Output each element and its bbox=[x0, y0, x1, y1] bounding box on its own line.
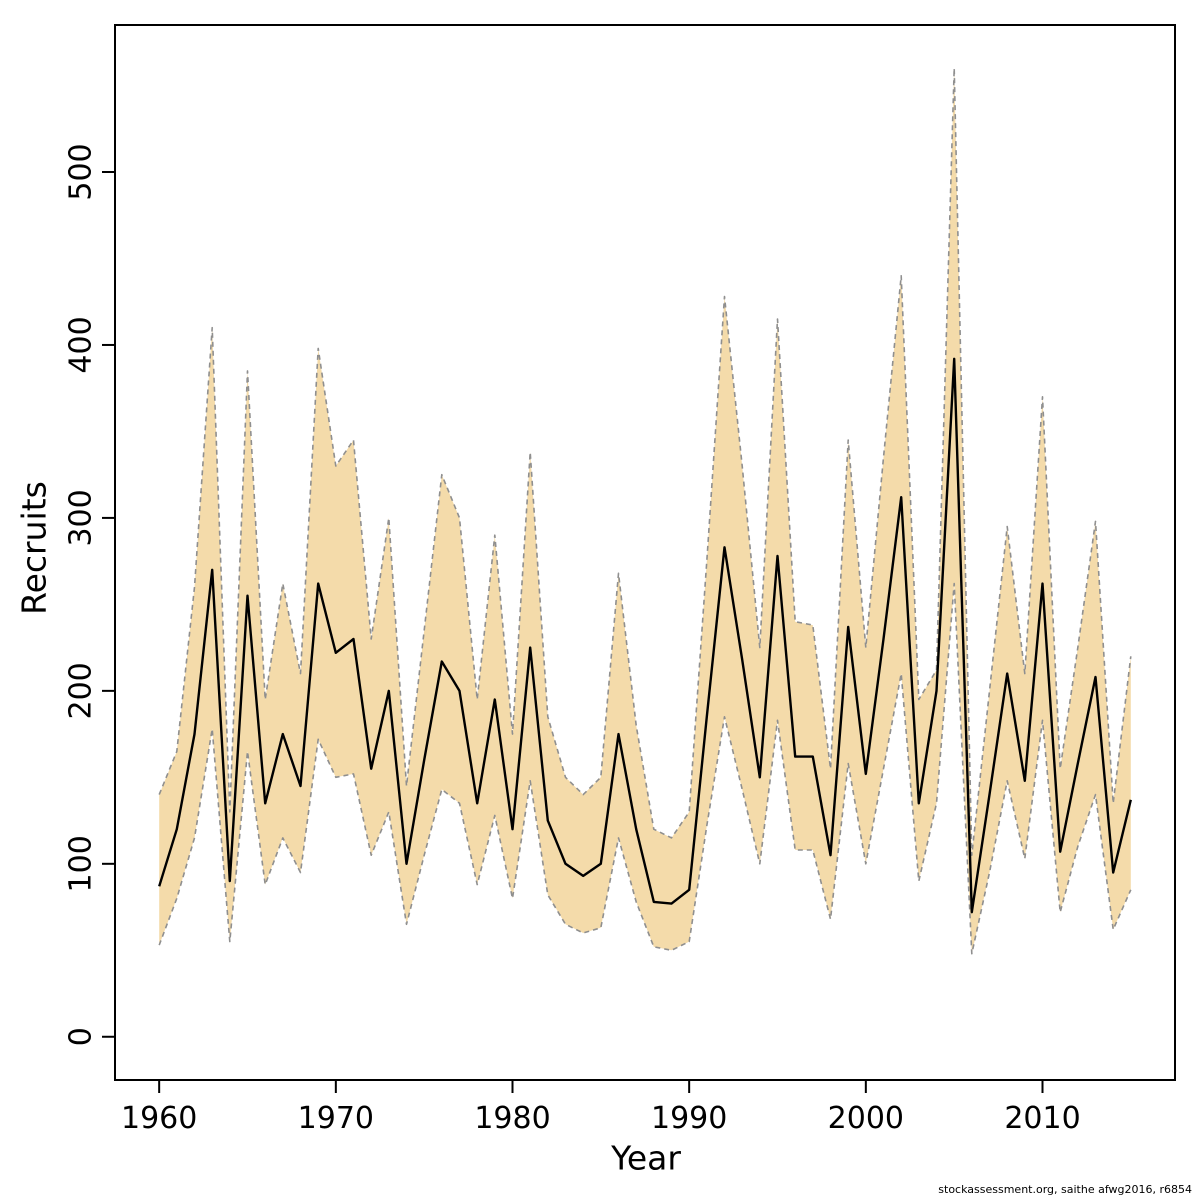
y-axis-label: Recruits bbox=[14, 481, 54, 615]
source-caption: stockassessment.org, saithe afwg2016, r6… bbox=[938, 1183, 1192, 1196]
x-tick-label: 2010 bbox=[1004, 1101, 1080, 1136]
y-tick-label: 300 bbox=[64, 489, 99, 546]
recruits-median-line bbox=[158, 357, 1132, 914]
y-tick-label: 100 bbox=[64, 835, 99, 892]
x-axis-label: Year bbox=[611, 1138, 681, 1178]
x-tick-label: 1960 bbox=[121, 1101, 197, 1136]
x-tick-label: 1970 bbox=[298, 1101, 374, 1136]
x-tick-label: 1990 bbox=[651, 1101, 727, 1136]
x-tick-label: 2000 bbox=[828, 1101, 904, 1136]
ci-upper-line bbox=[158, 67, 1132, 856]
y-tick-label: 400 bbox=[64, 316, 99, 373]
y-tick-label: 200 bbox=[64, 662, 99, 719]
y-tick-label: 0 bbox=[64, 1027, 99, 1046]
y-tick-label: 500 bbox=[64, 143, 99, 200]
confidence-band bbox=[159, 68, 1131, 954]
x-tick-label: 1980 bbox=[474, 1101, 550, 1136]
ci-lower-line bbox=[158, 582, 1132, 955]
plot-border bbox=[114, 24, 1176, 1081]
